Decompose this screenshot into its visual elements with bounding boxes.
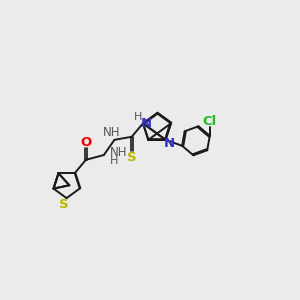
Text: NH: NH <box>110 146 127 159</box>
Text: S: S <box>127 151 136 164</box>
Text: N: N <box>164 137 175 150</box>
Text: H: H <box>110 156 118 166</box>
Text: Cl: Cl <box>202 116 217 128</box>
Text: H: H <box>134 112 142 122</box>
Text: S: S <box>59 198 69 211</box>
Text: N: N <box>140 117 152 130</box>
Text: O: O <box>80 136 92 149</box>
Text: NH: NH <box>103 126 121 139</box>
